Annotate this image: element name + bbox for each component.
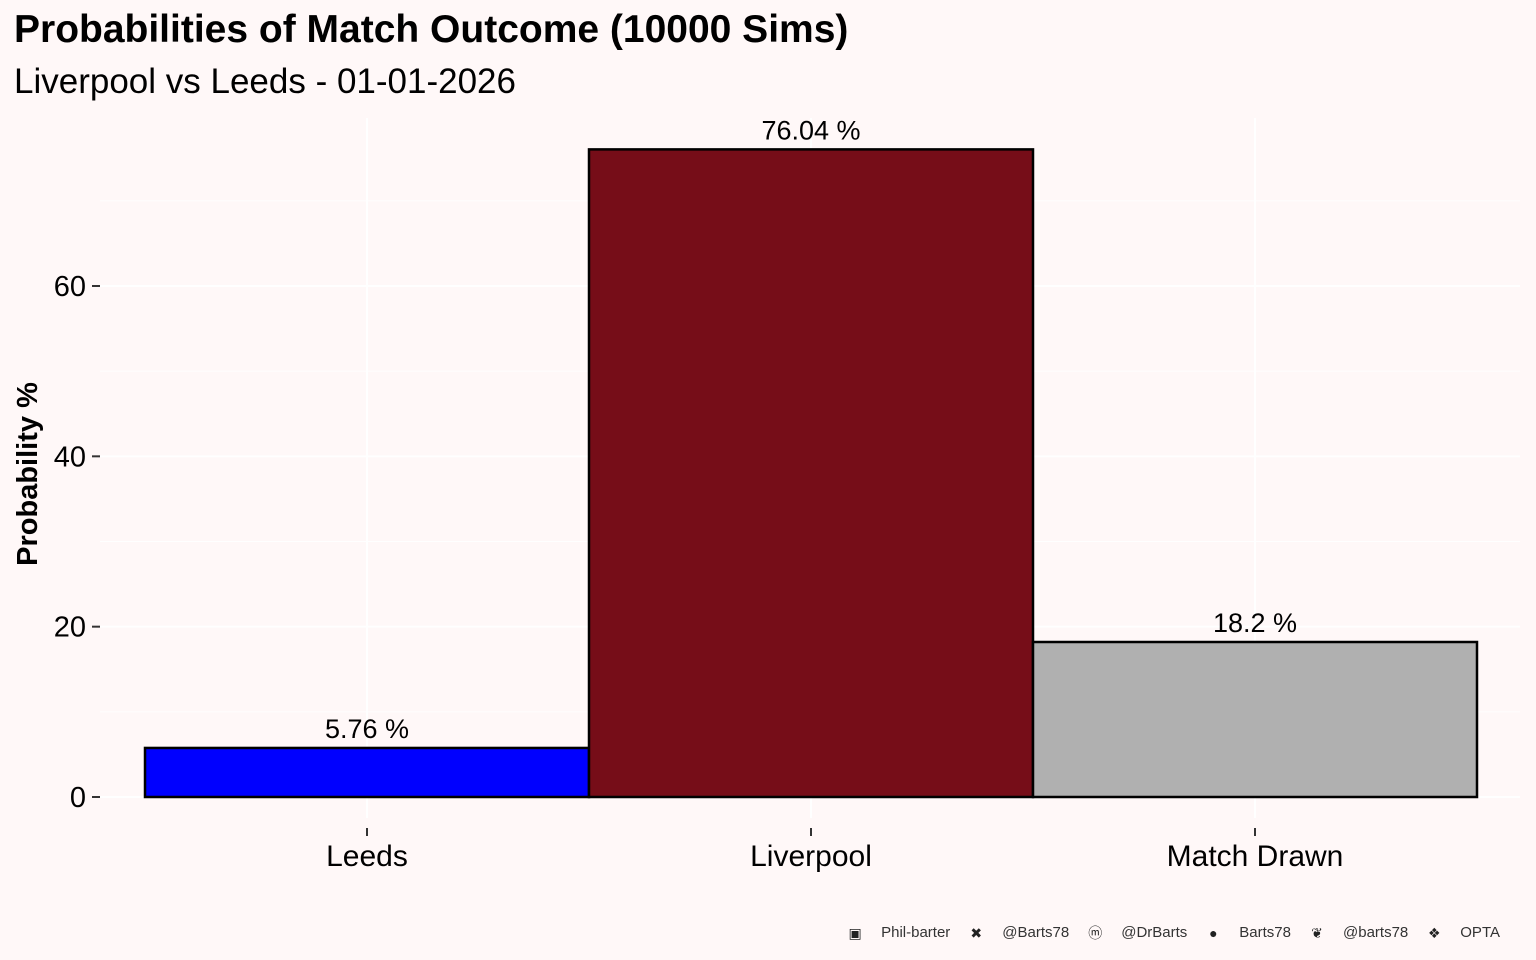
x-tick-label: Leeds bbox=[326, 840, 408, 873]
bar-leeds bbox=[143, 746, 591, 799]
bar-match-drawn bbox=[1031, 640, 1479, 799]
footer-item: ✖ @Barts78 bbox=[968, 924, 1087, 941]
bars bbox=[143, 148, 1479, 799]
x-axis: Leeds Liverpool Match Drawn bbox=[326, 828, 1343, 873]
dropbox-icon: ❖ bbox=[1427, 924, 1441, 941]
footer-text: Barts78 bbox=[1239, 924, 1291, 941]
footer-text: @barts78 bbox=[1343, 924, 1409, 941]
y-tick-label: 20 bbox=[54, 612, 86, 644]
y-tick-label: 40 bbox=[54, 441, 86, 473]
linkedin-icon: ▣ bbox=[848, 924, 862, 941]
footer-item: ❖ OPTA bbox=[1426, 924, 1500, 941]
y-axis-label: Probability % bbox=[12, 382, 44, 566]
footer-item: ▣ Phil-barter bbox=[847, 924, 968, 941]
bar-chart: 5.76 % 76.04 % 18.2 % 0 20 40 60 Leeds Liverpo… bbox=[12, 115, 1479, 873]
x-tick-label: Liverpool bbox=[750, 840, 872, 873]
data-label: 5.76 % bbox=[325, 714, 409, 744]
data-label: 18.2 % bbox=[1213, 608, 1297, 638]
chart-subtitle: Liverpool vs Leeds - 01-01-2026 bbox=[14, 62, 516, 101]
github-icon: ● bbox=[1209, 924, 1218, 941]
footer-credits: ▣ Phil-barter ✖ @Barts78 ⓜ @DrBarts ● Barts78 ❦ @… bbox=[847, 924, 1500, 941]
bluesky-icon: ❦ bbox=[1311, 924, 1323, 941]
footer-text: @DrBarts bbox=[1121, 924, 1188, 941]
bar-liverpool bbox=[587, 148, 1035, 799]
footer-item: ⓜ @DrBarts bbox=[1087, 924, 1205, 941]
footer-text: OPTA bbox=[1460, 924, 1500, 941]
footer-text: Phil-barter bbox=[881, 924, 951, 941]
data-labels: 5.76 % 76.04 % 18.2 % bbox=[325, 115, 1297, 744]
x-twitter-icon: ✖ bbox=[970, 924, 983, 941]
footer-item: ● Barts78 bbox=[1205, 924, 1309, 941]
data-label: 76.04 % bbox=[761, 115, 860, 145]
x-tick-label: Match Drawn bbox=[1167, 840, 1344, 873]
y-tick-label: 0 bbox=[70, 782, 86, 814]
footer-text: @Barts78 bbox=[1002, 924, 1070, 941]
chart-title: Probabilities of Match Outcome (10000 Si… bbox=[14, 8, 849, 51]
y-axis: 0 20 40 60 bbox=[54, 271, 100, 814]
footer-item: ❦ @barts78 bbox=[1309, 924, 1426, 941]
y-tick-label: 60 bbox=[54, 271, 86, 303]
mastodon-icon: ⓜ bbox=[1088, 924, 1103, 941]
